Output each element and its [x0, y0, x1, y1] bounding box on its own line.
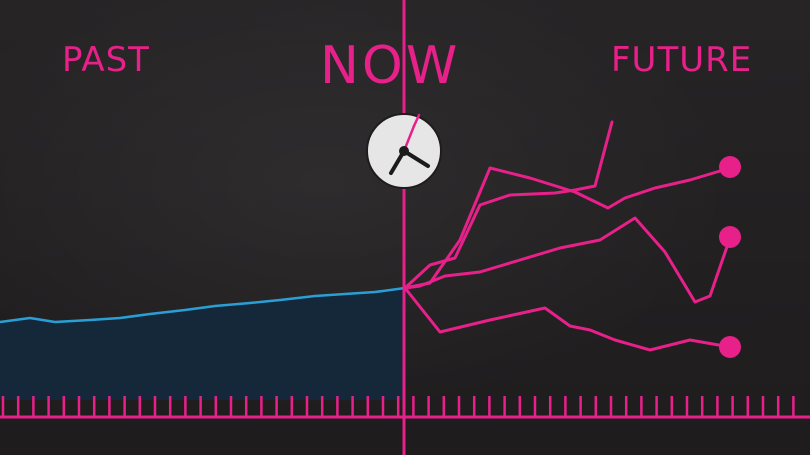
future-path-2 — [403, 166, 732, 290]
future-path-3 — [403, 216, 732, 304]
future-path-1 — [403, 120, 614, 290]
future-endpoint-middle — [719, 226, 741, 248]
clock-icon — [366, 113, 442, 189]
future-label: FUTURE — [611, 40, 753, 80]
timeline-ticks — [1, 396, 795, 417]
future-endpoint-bottom — [719, 336, 741, 358]
past-area-fill — [0, 288, 405, 400]
future-endpoint-top — [719, 156, 741, 178]
now-label: NOW — [320, 36, 461, 96]
future-path-4 — [403, 286, 732, 352]
past-label: PAST — [62, 40, 150, 80]
past-trend-line — [0, 286, 406, 324]
